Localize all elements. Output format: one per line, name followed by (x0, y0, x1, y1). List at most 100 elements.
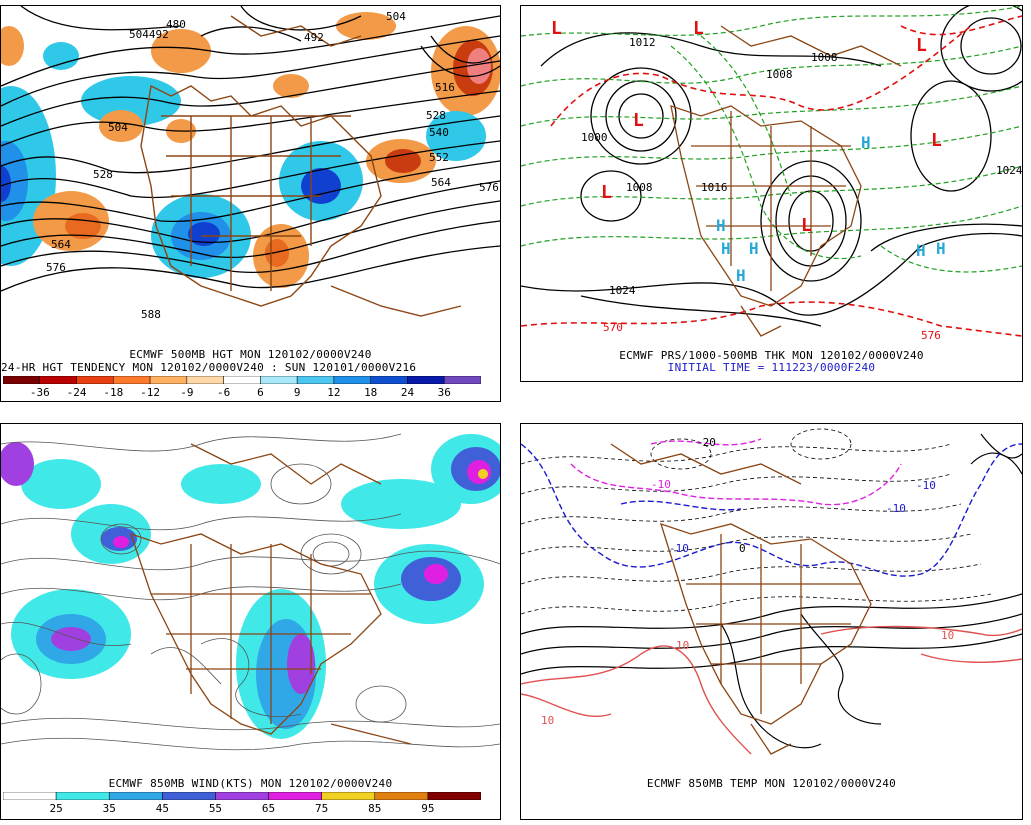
svg-text:0: 0 (739, 542, 746, 555)
caption-850mb-temp: ECMWF 850MB TEMP MON 120102/0000V240 (646, 777, 897, 790)
contour-labels: 504492 480 492 504 516 528 540 552 564 5… (46, 10, 499, 321)
scale-swatch (3, 376, 41, 384)
svg-text:-20: -20 (696, 436, 716, 449)
scale-tick-label: 24 (400, 386, 415, 399)
low-pressure-marker: L (693, 18, 704, 39)
scale-swatch (427, 792, 481, 800)
scale-swatch (296, 376, 335, 384)
scale-tick-label: 36 (437, 386, 451, 399)
tendency-color-scale (3, 376, 481, 384)
initial-time: INITIAL TIME = 111223/0000F240 (667, 361, 876, 374)
svg-text:480: 480 (166, 18, 186, 31)
svg-text:516: 516 (435, 81, 455, 94)
svg-text:576: 576 (46, 261, 66, 274)
svg-text:1008: 1008 (811, 51, 838, 64)
scale-swatch (260, 376, 298, 384)
high-pressure-marker: H (861, 133, 871, 152)
scale-tick-label: 9 (293, 386, 301, 399)
map-850mb-temp: -20 -10 -10 -10 0 10 10 -10 10 (521, 424, 1022, 769)
scale-tick-label: 95 (421, 802, 435, 815)
low-pressure-marker: L (916, 35, 927, 56)
scale-tick-label: -18 (103, 386, 124, 399)
low-pressure-marker: L (633, 110, 644, 131)
scale-swatch (223, 376, 261, 384)
svg-text:10: 10 (676, 639, 689, 652)
svg-text:-10: -10 (886, 502, 906, 515)
svg-text:492: 492 (304, 31, 324, 44)
map-500mb-height: 504492 480 492 504 516 528 540 552 564 5… (1, 6, 500, 351)
svg-text:540: 540 (429, 126, 449, 139)
panel-pressure-thickness: 1012 1008 1000 1008 1016 1024 570 1024 1… (520, 5, 1023, 382)
scale-tick-label: -12 (140, 386, 160, 399)
high-pressure-marker: H (721, 239, 731, 258)
svg-text:1016: 1016 (701, 181, 728, 194)
scale-tick-label: 35 (102, 802, 116, 815)
low-pressure-marker: L (601, 182, 612, 203)
scale-swatch (149, 376, 188, 384)
scale-tick-label: 85 (368, 802, 382, 815)
scale-tick-label: 65 (261, 802, 276, 815)
coastlines (610, 443, 872, 755)
svg-text:504: 504 (108, 121, 128, 134)
svg-text:1000: 1000 (581, 131, 608, 144)
coastlines (670, 25, 902, 337)
scale-tick-label: -6 (216, 386, 231, 399)
high-pressure-marker: H (936, 239, 946, 258)
svg-text:552: 552 (429, 151, 449, 164)
isobars (521, 6, 1022, 327)
svg-text:-10: -10 (669, 542, 689, 555)
coastlines (129, 443, 412, 745)
svg-text:1012: 1012 (629, 36, 656, 49)
scale-swatch (407, 376, 445, 384)
isotherm-pos (521, 625, 1022, 755)
scale-swatch (443, 376, 481, 384)
low-centers: L L L L L L L (551, 18, 942, 236)
svg-text:1008: 1008 (766, 68, 793, 81)
scale-tick-label: 6 (257, 386, 264, 399)
scale-swatch (333, 376, 371, 384)
isotherms-dashed (521, 428, 992, 615)
scale-tick-label: 45 (155, 802, 169, 815)
scale-swatch (215, 792, 269, 800)
scale-swatch (39, 376, 77, 384)
scale-swatch (321, 792, 376, 800)
svg-text:504: 504 (386, 10, 406, 23)
scale-swatch (374, 792, 429, 800)
svg-text:10: 10 (541, 714, 554, 727)
scale-swatch (55, 792, 110, 800)
low-pressure-marker: L (801, 215, 812, 236)
scale-tick-label: 12 (327, 386, 341, 399)
scale-swatch (268, 792, 322, 800)
caption-500mb: ECMWF 500MB HGT MON 120102/0000V240 (129, 348, 372, 361)
high-pressure-marker: H (916, 241, 926, 260)
svg-text:-10: -10 (916, 479, 936, 492)
scale-swatch (3, 792, 57, 800)
pressure-labels: 1012 1008 1000 1008 1016 1024 570 1024 1… (581, 36, 1022, 342)
scale-swatch (113, 376, 151, 384)
scale-swatch (108, 792, 163, 800)
svg-text:576: 576 (479, 181, 499, 194)
wind-color-scale (3, 792, 481, 800)
scale-tick-label: 25 (49, 802, 63, 815)
svg-text:1008: 1008 (626, 181, 653, 194)
scale-swatch (186, 376, 224, 384)
tendency-scale-labels: -36 -24 -18 -12 -9 -6 6 9 12 18 24 36 (1, 386, 500, 400)
high-pressure-marker: H (716, 216, 726, 235)
scale-swatch (76, 376, 114, 384)
panel-500mb-height: 504492 480 492 504 516 528 540 552 564 5… (0, 5, 501, 402)
svg-text:1024: 1024 (996, 164, 1022, 177)
height-contours (1, 6, 500, 292)
svg-text:564: 564 (431, 176, 451, 189)
svg-text:504492: 504492 (129, 28, 169, 41)
high-pressure-marker: H (749, 239, 759, 258)
coastlines (140, 15, 462, 317)
thickness-red (521, 15, 1022, 337)
wind-scale-labels: 25 35 45 55 65 75 85 95 (1, 802, 500, 816)
svg-text:588: 588 (141, 308, 161, 321)
low-pressure-marker: L (551, 18, 562, 39)
panel-850mb-temp: -20 -10 -10 -10 0 10 10 -10 10 ECMWF 850… (520, 423, 1023, 820)
thickness-lines (521, 6, 1022, 273)
scale-tick-label: 18 (364, 386, 378, 399)
high-pressure-marker: H (736, 266, 746, 285)
svg-text:564: 564 (51, 238, 71, 251)
